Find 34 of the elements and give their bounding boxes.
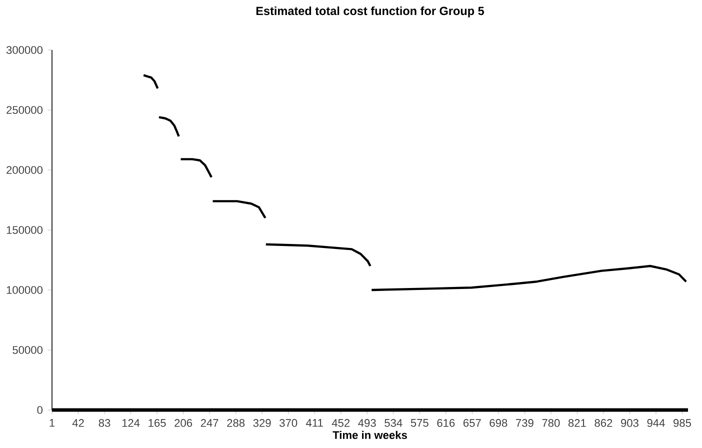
x-tick-label: 821 <box>568 419 586 427</box>
x-tick-label: 944 <box>647 419 665 427</box>
x-tick-label: 739 <box>516 419 534 427</box>
x-axis-title: Time in weeks <box>332 430 407 439</box>
x-tick-label: 452 <box>332 419 350 427</box>
x-tick-label: 165 <box>148 419 166 427</box>
x-tick-label: 206 <box>174 419 192 427</box>
x-tick-label: 657 <box>463 419 481 427</box>
y-tick-label: 0 <box>37 406 43 414</box>
y-tick-label: 50000 <box>12 346 43 354</box>
x-tick-label: 329 <box>253 419 271 427</box>
x-tick-label: 575 <box>410 419 428 427</box>
chart-title: Estimated total cost function for Group 5 <box>256 6 484 18</box>
x-tick-label: 83 <box>98 419 110 427</box>
x-tick-label: 534 <box>384 419 402 427</box>
x-tick-label: 698 <box>490 419 508 427</box>
x-tick-label: 985 <box>674 419 692 427</box>
y-tick-label: 250000 <box>6 106 43 114</box>
y-tick-label: 200000 <box>6 166 43 174</box>
x-tick-label: 124 <box>122 419 140 427</box>
x-tick-label: 862 <box>594 419 612 427</box>
x-tick-label: 780 <box>542 419 560 427</box>
x-tick-label: 370 <box>280 419 298 427</box>
x-tick-label: 247 <box>200 419 218 427</box>
y-tick-label: 150000 <box>6 226 43 234</box>
x-tick-label: 903 <box>621 419 638 427</box>
y-tick-label: 100000 <box>6 286 43 294</box>
y-tick-label: 300000 <box>6 46 43 54</box>
x-tick-label: 616 <box>437 419 455 427</box>
x-tick-label: 493 <box>358 419 376 427</box>
x-tick-label: 288 <box>227 419 245 427</box>
x-tick-label: 1 <box>50 419 55 427</box>
x-tick-label: 411 <box>306 419 323 427</box>
x-tick-label: 42 <box>72 419 84 427</box>
